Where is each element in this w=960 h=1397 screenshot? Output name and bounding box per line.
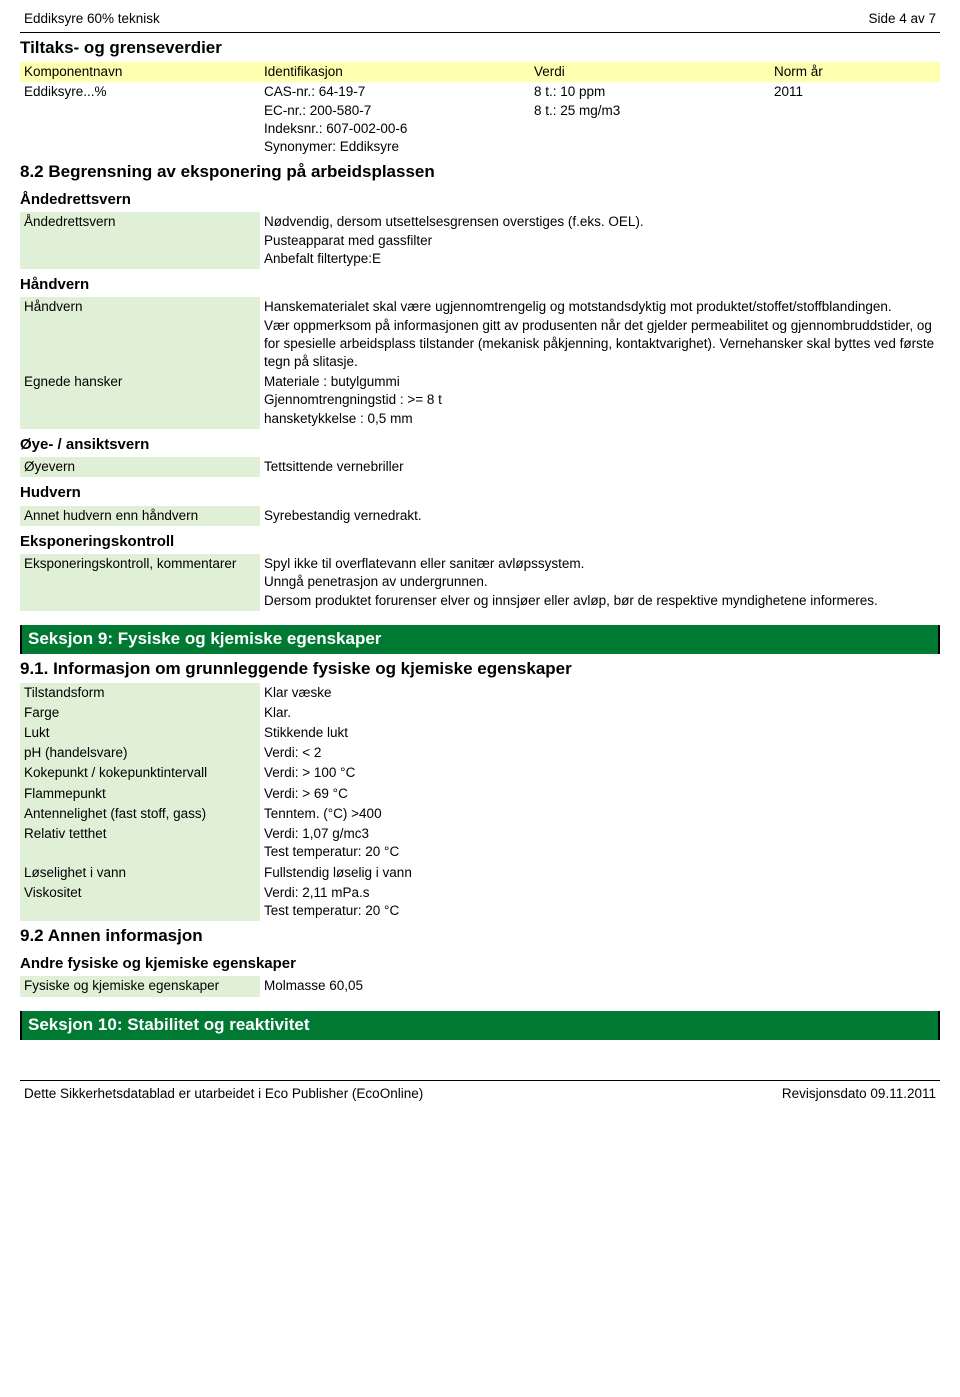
eksp-text: Spyl ikke til overflatevann eller sanitæ… (260, 554, 940, 611)
component-name: Eddiksyre...% (20, 82, 260, 157)
page-number: Side 4 av 7 (864, 8, 940, 30)
col-identifikasjon: Identifikasjon (260, 62, 530, 82)
tiltak-heading: Tiltaks- og grenseverdier (20, 37, 940, 60)
s92-heading: 9.2 Annen informasjon (20, 925, 940, 948)
tetthet-label: Relativ tetthet (20, 824, 260, 862)
prop-ph: pH (handelsvare) Verdi: < 2 (20, 743, 940, 763)
col-verdi: Verdi (530, 62, 770, 82)
eksp-row: Eksponeringskontroll, kommentarer Spyl i… (20, 554, 940, 611)
verdi-ppm: 8 t.: 10 ppm (534, 83, 766, 101)
handvern-row-1: Håndvern Hanskematerialet skal være ugje… (20, 297, 940, 372)
tiltak-header-row: Komponentnavn Identifikasjon Verdi Norm … (20, 62, 940, 82)
andre-row: Fysiske og kjemiske egenskaper Molmasse … (20, 976, 940, 996)
hud-table: Annet hudvern enn håndvern Syrebestandig… (20, 506, 940, 526)
component-value: 8 t.: 10 ppm 8 t.: 25 mg/m3 (530, 82, 770, 157)
section-10-bar: Seksjon 10: Stabilitet og reaktivitet (20, 1011, 940, 1040)
prop-flammepunkt: Flammepunkt Verdi: > 69 °C (20, 784, 940, 804)
eksp-table: Eksponeringskontroll, kommentarer Spyl i… (20, 554, 940, 611)
prop-tilstand: Tilstandsform Klar væske (20, 683, 940, 703)
egnede-hansker-label: Egnede hansker (20, 372, 260, 429)
andedrett-text: Nødvendig, dersom utsettelsesgrensen ove… (260, 212, 940, 269)
footer-right: Revisjonsdato 09.11.2011 (782, 1085, 936, 1103)
col-komponentnavn: Komponentnavn (20, 62, 260, 82)
page-header: Eddiksyre 60% teknisk Side 4 av 7 (20, 8, 940, 33)
oyevern-label: Øyevern (20, 457, 260, 477)
oye-table: Øyevern Tettsittende vernebriller (20, 457, 940, 477)
kokepunkt-label: Kokepunkt / kokepunktintervall (20, 763, 260, 783)
eksp-label: Eksponeringskontroll, kommentarer (20, 554, 260, 611)
product-name: Eddiksyre 60% teknisk (20, 8, 164, 30)
hud-text: Syrebestandig vernedrakt. (260, 506, 940, 526)
viskositet-label: Viskositet (20, 883, 260, 921)
farge-value: Klar. (260, 703, 940, 723)
viskositet-value: Verdi: 2,11 mPa.s Test temperatur: 20 °C (260, 883, 940, 921)
hud-label: Annet hudvern enn håndvern (20, 506, 260, 526)
indeks-nr: Indeksnr.: 607-002-00-6 (264, 120, 526, 138)
handvern-table: Håndvern Hanskematerialet skal være ugje… (20, 297, 940, 429)
hud-row: Annet hudvern enn håndvern Syrebestandig… (20, 506, 940, 526)
s82-heading: 8.2 Begrensning av eksponering på arbeid… (20, 161, 940, 184)
antennelighet-label: Antennelighet (fast stoff, gass) (20, 804, 260, 824)
egnede-hansker-text: Materiale : butylgummi Gjennomtrengnings… (260, 372, 940, 429)
s91-heading: 9.1. Informasjon om grunnleggende fysisk… (20, 658, 940, 681)
ec-nr: EC-nr.: 200-580-7 (264, 102, 526, 120)
lukt-value: Stikkende lukt (260, 723, 940, 743)
flammepunkt-value: Verdi: > 69 °C (260, 784, 940, 804)
handvern-label: Håndvern (20, 297, 260, 372)
andedrett-heading: Åndedrettsvern (20, 190, 940, 210)
tiltak-data-row: Eddiksyre...% CAS-nr.: 64-19-7 EC-nr.: 2… (20, 82, 940, 157)
prop-antennelighet: Antennelighet (fast stoff, gass) Tenntem… (20, 804, 940, 824)
hud-heading: Hudvern (20, 483, 940, 503)
tilstand-label: Tilstandsform (20, 683, 260, 703)
andre-heading: Andre fysiske og kjemiske egenskaper (20, 954, 940, 974)
ph-label: pH (handelsvare) (20, 743, 260, 763)
cas-nr: CAS-nr.: 64-19-7 (264, 83, 526, 101)
handvern-text: Hanskematerialet skal være ugjennomtreng… (260, 297, 940, 372)
prop-loselighet: Løselighet i vann Fullstendig løselig i … (20, 863, 940, 883)
tiltak-table: Komponentnavn Identifikasjon Verdi Norm … (20, 62, 940, 157)
oye-row: Øyevern Tettsittende vernebriller (20, 457, 940, 477)
ph-value: Verdi: < 2 (260, 743, 940, 763)
andre-label: Fysiske og kjemiske egenskaper (20, 976, 260, 996)
tetthet-value: Verdi: 1,07 g/mc3 Test temperatur: 20 °C (260, 824, 940, 862)
oye-heading: Øye- / ansiktsvern (20, 435, 940, 455)
andedrett-label: Åndedrettsvern (20, 212, 260, 269)
props-table: Tilstandsform Klar væske Farge Klar. Luk… (20, 683, 940, 922)
prop-lukt: Lukt Stikkende lukt (20, 723, 940, 743)
page-footer: Dette Sikkerhetsdatablad er utarbeidet i… (20, 1080, 940, 1103)
tilstand-value: Klar væske (260, 683, 940, 703)
loselighet-value: Fullstendig løselig i vann (260, 863, 940, 883)
col-norm-ar: Norm år (770, 62, 940, 82)
flammepunkt-label: Flammepunkt (20, 784, 260, 804)
handvern-heading: Håndvern (20, 275, 940, 295)
handvern-row-2: Egnede hansker Materiale : butylgummi Gj… (20, 372, 940, 429)
andedrett-table: Åndedrettsvern Nødvendig, dersom utsette… (20, 212, 940, 269)
verdi-mgm3: 8 t.: 25 mg/m3 (534, 102, 766, 120)
kokepunkt-value: Verdi: > 100 °C (260, 763, 940, 783)
andre-value: Molmasse 60,05 (260, 976, 940, 996)
farge-label: Farge (20, 703, 260, 723)
section-9-bar: Seksjon 9: Fysiske og kjemiske egenskape… (20, 625, 940, 654)
oyevern-text: Tettsittende vernebriller (260, 457, 940, 477)
synonymer: Synonymer: Eddiksyre (264, 138, 526, 156)
antennelighet-value: Tenntem. (°C) >400 (260, 804, 940, 824)
eksp-heading: Eksponeringskontroll (20, 532, 940, 552)
loselighet-label: Løselighet i vann (20, 863, 260, 883)
footer-left: Dette Sikkerhetsdatablad er utarbeidet i… (24, 1085, 423, 1103)
andedrett-row: Åndedrettsvern Nødvendig, dersom utsette… (20, 212, 940, 269)
lukt-label: Lukt (20, 723, 260, 743)
prop-farge: Farge Klar. (20, 703, 940, 723)
andre-table: Fysiske og kjemiske egenskaper Molmasse … (20, 976, 940, 996)
prop-viskositet: Viskositet Verdi: 2,11 mPa.s Test temper… (20, 883, 940, 921)
component-id: CAS-nr.: 64-19-7 EC-nr.: 200-580-7 Indek… (260, 82, 530, 157)
prop-kokepunkt: Kokepunkt / kokepunktintervall Verdi: > … (20, 763, 940, 783)
prop-tetthet: Relativ tetthet Verdi: 1,07 g/mc3 Test t… (20, 824, 940, 862)
component-year: 2011 (770, 82, 940, 157)
